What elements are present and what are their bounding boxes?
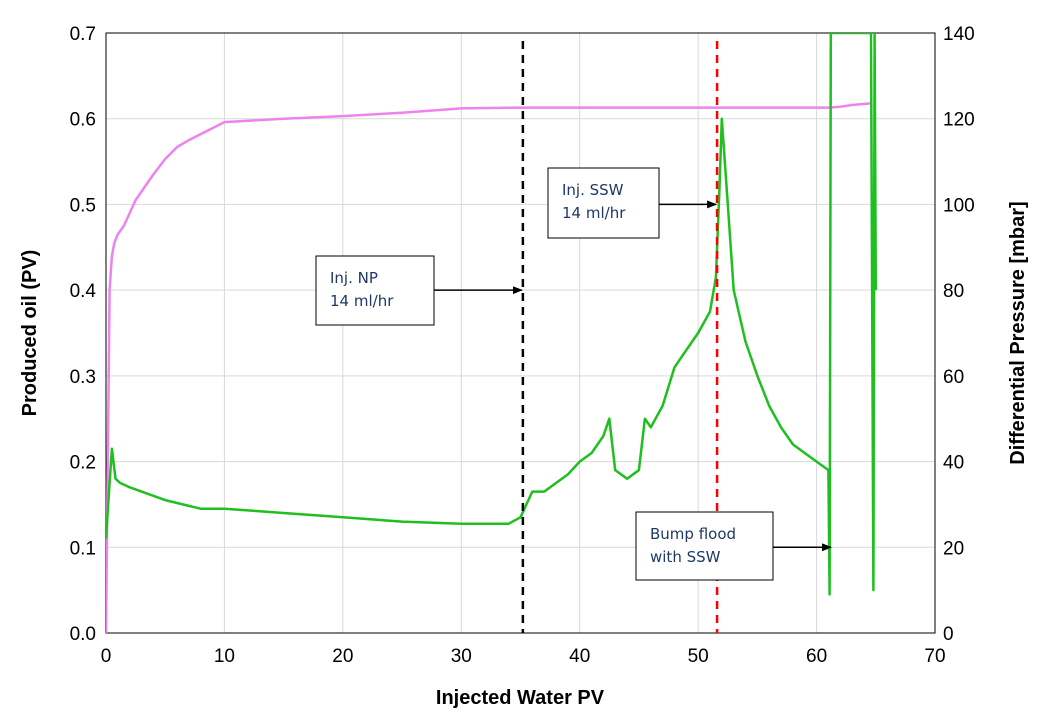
y2-tick-label: 40 — [943, 453, 964, 474]
ssw-callout: Inj. SSW 14 ml/hr — [547, 167, 718, 239]
y2-tick-label: 140 — [943, 24, 975, 45]
y-tick-label: 0.0 — [70, 624, 96, 645]
y-tick-label: 0.7 — [70, 24, 96, 45]
callouts: Inj. NP 14 ml/hr Inj. SSW 14 ml/hr Bump floo… — [315, 167, 832, 581]
bump-flood-callout-box — [635, 511, 774, 581]
axis-ticks: 0 10 20 30 40 50 60 70 0.0 0.1 0.2 0.3 0.4 0.5 0.6 0.7 0… — [70, 24, 975, 667]
y-tick-label: 0.4 — [70, 281, 97, 302]
y-tick-label: 0.1 — [70, 538, 96, 559]
x-axis-title: Injected Water PV — [436, 687, 605, 709]
bump-flood-callout: Bump flood with SSW — [635, 511, 832, 581]
y-tick-label: 0.2 — [70, 453, 96, 474]
x-tick-label: 70 — [924, 646, 945, 667]
np-callout-box — [315, 255, 435, 326]
x-tick-label: 40 — [569, 646, 590, 667]
x-tick-label: 20 — [332, 646, 353, 667]
x-tick-label: 10 — [214, 646, 235, 667]
x-tick-label: 30 — [451, 646, 472, 667]
plot-frame — [105, 32, 936, 634]
data-lines — [106, 33, 878, 633]
bump-flood-callout-text: Bump flood — [650, 525, 736, 543]
y2-axis-title: Differential Pressure [mbar] — [1007, 201, 1029, 464]
y2-tick-label: 20 — [943, 538, 964, 559]
y-tick-label: 0.3 — [70, 367, 96, 388]
x-tick-label: 50 — [688, 646, 709, 667]
y2-tick-label: 60 — [943, 367, 964, 388]
x-tick-label: 0 — [101, 646, 112, 667]
np-callout-text: Inj. NP — [330, 269, 378, 287]
ssw-callout-box — [547, 167, 660, 239]
y2-tick-label: 100 — [943, 195, 975, 216]
y2-tick-label: 80 — [943, 281, 964, 302]
y2-tick-label: 120 — [943, 110, 975, 131]
y-tick-label: 0.6 — [70, 110, 96, 131]
oil-series-line — [106, 102, 873, 633]
ssw-callout-text: 14 ml/hr — [562, 204, 626, 222]
pressure-series-line — [106, 33, 878, 596]
ssw-callout-text: Inj. SSW — [562, 181, 624, 199]
np-callout-text: 14 ml/hr — [330, 292, 394, 310]
y2-tick-label: 0 — [943, 624, 954, 645]
y-tick-label: 0.5 — [70, 195, 96, 216]
y-axis-title: Produced oil (PV) — [19, 250, 41, 417]
np-callout: Inj. NP 14 ml/hr — [315, 255, 523, 326]
bump-flood-callout-text: with SSW — [650, 548, 721, 566]
x-tick-label: 60 — [806, 646, 827, 667]
